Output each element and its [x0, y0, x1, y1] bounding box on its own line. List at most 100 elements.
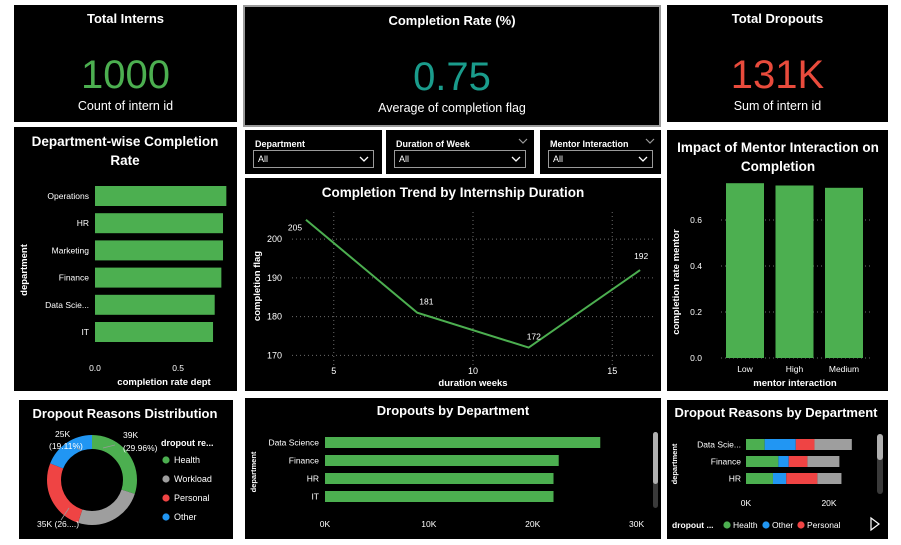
- dropouts-by-department-chart: Dropouts by Department department Data S…: [249, 403, 658, 529]
- y-axis-label: department: [249, 451, 258, 492]
- bar-segment: [764, 439, 796, 450]
- bar: [95, 213, 224, 234]
- bar: [95, 186, 227, 206]
- bar-segment: [817, 473, 842, 484]
- kpi-card-completion-rate: Completion Rate (%) 0.75 Average of comp…: [243, 5, 661, 127]
- leader-line: [60, 507, 70, 521]
- scrollbar-thumb[interactable]: [877, 434, 883, 460]
- legend-marker: [723, 521, 731, 529]
- chevron-down-icon: [511, 156, 521, 162]
- bar: [95, 322, 214, 342]
- legend-marker: [162, 513, 170, 521]
- kpi-subtitle: Average of completion flag: [378, 101, 526, 115]
- slice-label: 39K: [123, 430, 138, 440]
- chevron-down-icon[interactable]: [645, 138, 655, 145]
- dropout-reasons-by-department-chart: Dropout Reasons by Department department…: [670, 405, 883, 532]
- y-axis-label: department: [19, 243, 30, 296]
- bar: [95, 267, 222, 288]
- x-tick-label: 10: [468, 366, 478, 376]
- slicer-mentor-interaction: Mentor Interaction All: [540, 130, 661, 174]
- y-tick-label: 0.6: [690, 215, 702, 225]
- bar-segment: [795, 439, 815, 450]
- kpi-title: Completion Rate (%): [388, 13, 516, 28]
- bar-segment: [786, 473, 818, 484]
- x-tick-label: 15: [607, 366, 617, 376]
- slice-label: 35K (26....): [37, 519, 79, 529]
- category-label: Data Scie...: [45, 300, 89, 310]
- kpi-value: 1000: [81, 53, 170, 97]
- bar-segment: [772, 473, 787, 484]
- data-label: 192: [634, 251, 648, 261]
- slicer-department: Department All: [245, 130, 382, 174]
- category-label: HR: [307, 474, 319, 484]
- chart-department-completion: Department-wise Completion Rate departme…: [14, 127, 237, 391]
- leader-line: [76, 447, 82, 451]
- data-label: 205: [288, 223, 302, 233]
- chart-title: Dropout Reasons Distribution: [33, 406, 218, 421]
- category-label: Operations: [47, 191, 89, 201]
- bar-segment: [746, 456, 779, 467]
- legend-title: dropout re...: [161, 438, 214, 448]
- chart-title-line-1: Department-wise Completion: [32, 134, 219, 149]
- dropdown-value: All: [258, 154, 269, 164]
- bar: [95, 240, 224, 261]
- x-tick-label: 0K: [320, 519, 331, 529]
- chart-title-line-2: Rate: [110, 153, 140, 168]
- y-tick-label: 190: [267, 273, 282, 283]
- x-axis-label: completion rate dept: [117, 377, 211, 388]
- category-label: Finance: [59, 273, 90, 283]
- chart-dropout-distribution: Dropout Reasons Distribution dropout re.…: [19, 400, 233, 539]
- category-label: Finance: [289, 456, 320, 466]
- y-tick-label: 0.0: [690, 353, 702, 363]
- category-label: Low: [737, 364, 753, 374]
- kpi-subtitle: Sum of intern id: [733, 99, 822, 113]
- bar-segment: [814, 439, 852, 450]
- chart-dropouts-by-department: Dropouts by Department department Data S…: [245, 398, 661, 539]
- chart-title: Completion Trend by Internship Duration: [322, 185, 585, 200]
- slicer-label: Department: [255, 139, 306, 149]
- bar-segment: [807, 456, 840, 467]
- legend-label: Personal: [807, 520, 841, 530]
- scrollbar-thumb[interactable]: [653, 432, 658, 484]
- category-label: Marketing: [52, 245, 90, 255]
- category-label: IT: [81, 327, 89, 337]
- x-tick-label: 0K: [741, 498, 752, 508]
- department-completion-chart: Department-wise Completion Rate departme…: [19, 134, 227, 388]
- x-axis-label: duration weeks: [438, 378, 507, 389]
- mentor-dropdown[interactable]: All: [548, 150, 653, 168]
- bar: [325, 473, 554, 484]
- legend-label: Other: [772, 520, 793, 530]
- chart-title: Dropouts by Department: [377, 403, 530, 418]
- category-label: Finance: [711, 457, 742, 467]
- bar: [325, 491, 554, 502]
- chart-title-line-1: Impact of Mentor Interaction on: [677, 140, 879, 155]
- bar: [726, 183, 764, 358]
- legend-marker: [762, 521, 770, 529]
- slicer-duration-of-week: Duration of Week All: [386, 130, 534, 174]
- legend-marker: [162, 456, 170, 464]
- bar: [325, 437, 601, 448]
- x-tick-label: 10K: [421, 519, 436, 529]
- chevron-down-icon[interactable]: [518, 138, 528, 145]
- category-label: High: [786, 364, 804, 374]
- x-tick-label: 30K: [629, 519, 644, 529]
- series-line: [305, 218, 641, 349]
- dropdown-value: All: [553, 154, 564, 164]
- kpi-card-total-dropouts: Total Dropouts 131K Sum of intern id: [667, 5, 888, 122]
- leader-line: [102, 444, 116, 449]
- duration-dropdown[interactable]: All: [394, 150, 526, 168]
- y-tick-label: 170: [267, 350, 282, 360]
- department-dropdown[interactable]: All: [253, 150, 374, 168]
- dropdown-value: All: [399, 154, 410, 164]
- chart-completion-trend: Completion Trend by Internship Duration …: [245, 178, 661, 391]
- kpi-value: 131K: [730, 53, 825, 97]
- slice: [47, 435, 137, 525]
- category-label: Medium: [829, 364, 859, 374]
- x-tick-label: 0.5: [172, 363, 184, 373]
- legend-next-icon[interactable]: [870, 516, 880, 532]
- legend-label: Other: [174, 512, 197, 522]
- y-tick-label: 0.2: [690, 307, 702, 317]
- completion-trend-chart: Completion Trend by Internship Duration …: [252, 185, 654, 389]
- bar-segment: [778, 456, 789, 467]
- y-axis-label: department: [670, 443, 679, 484]
